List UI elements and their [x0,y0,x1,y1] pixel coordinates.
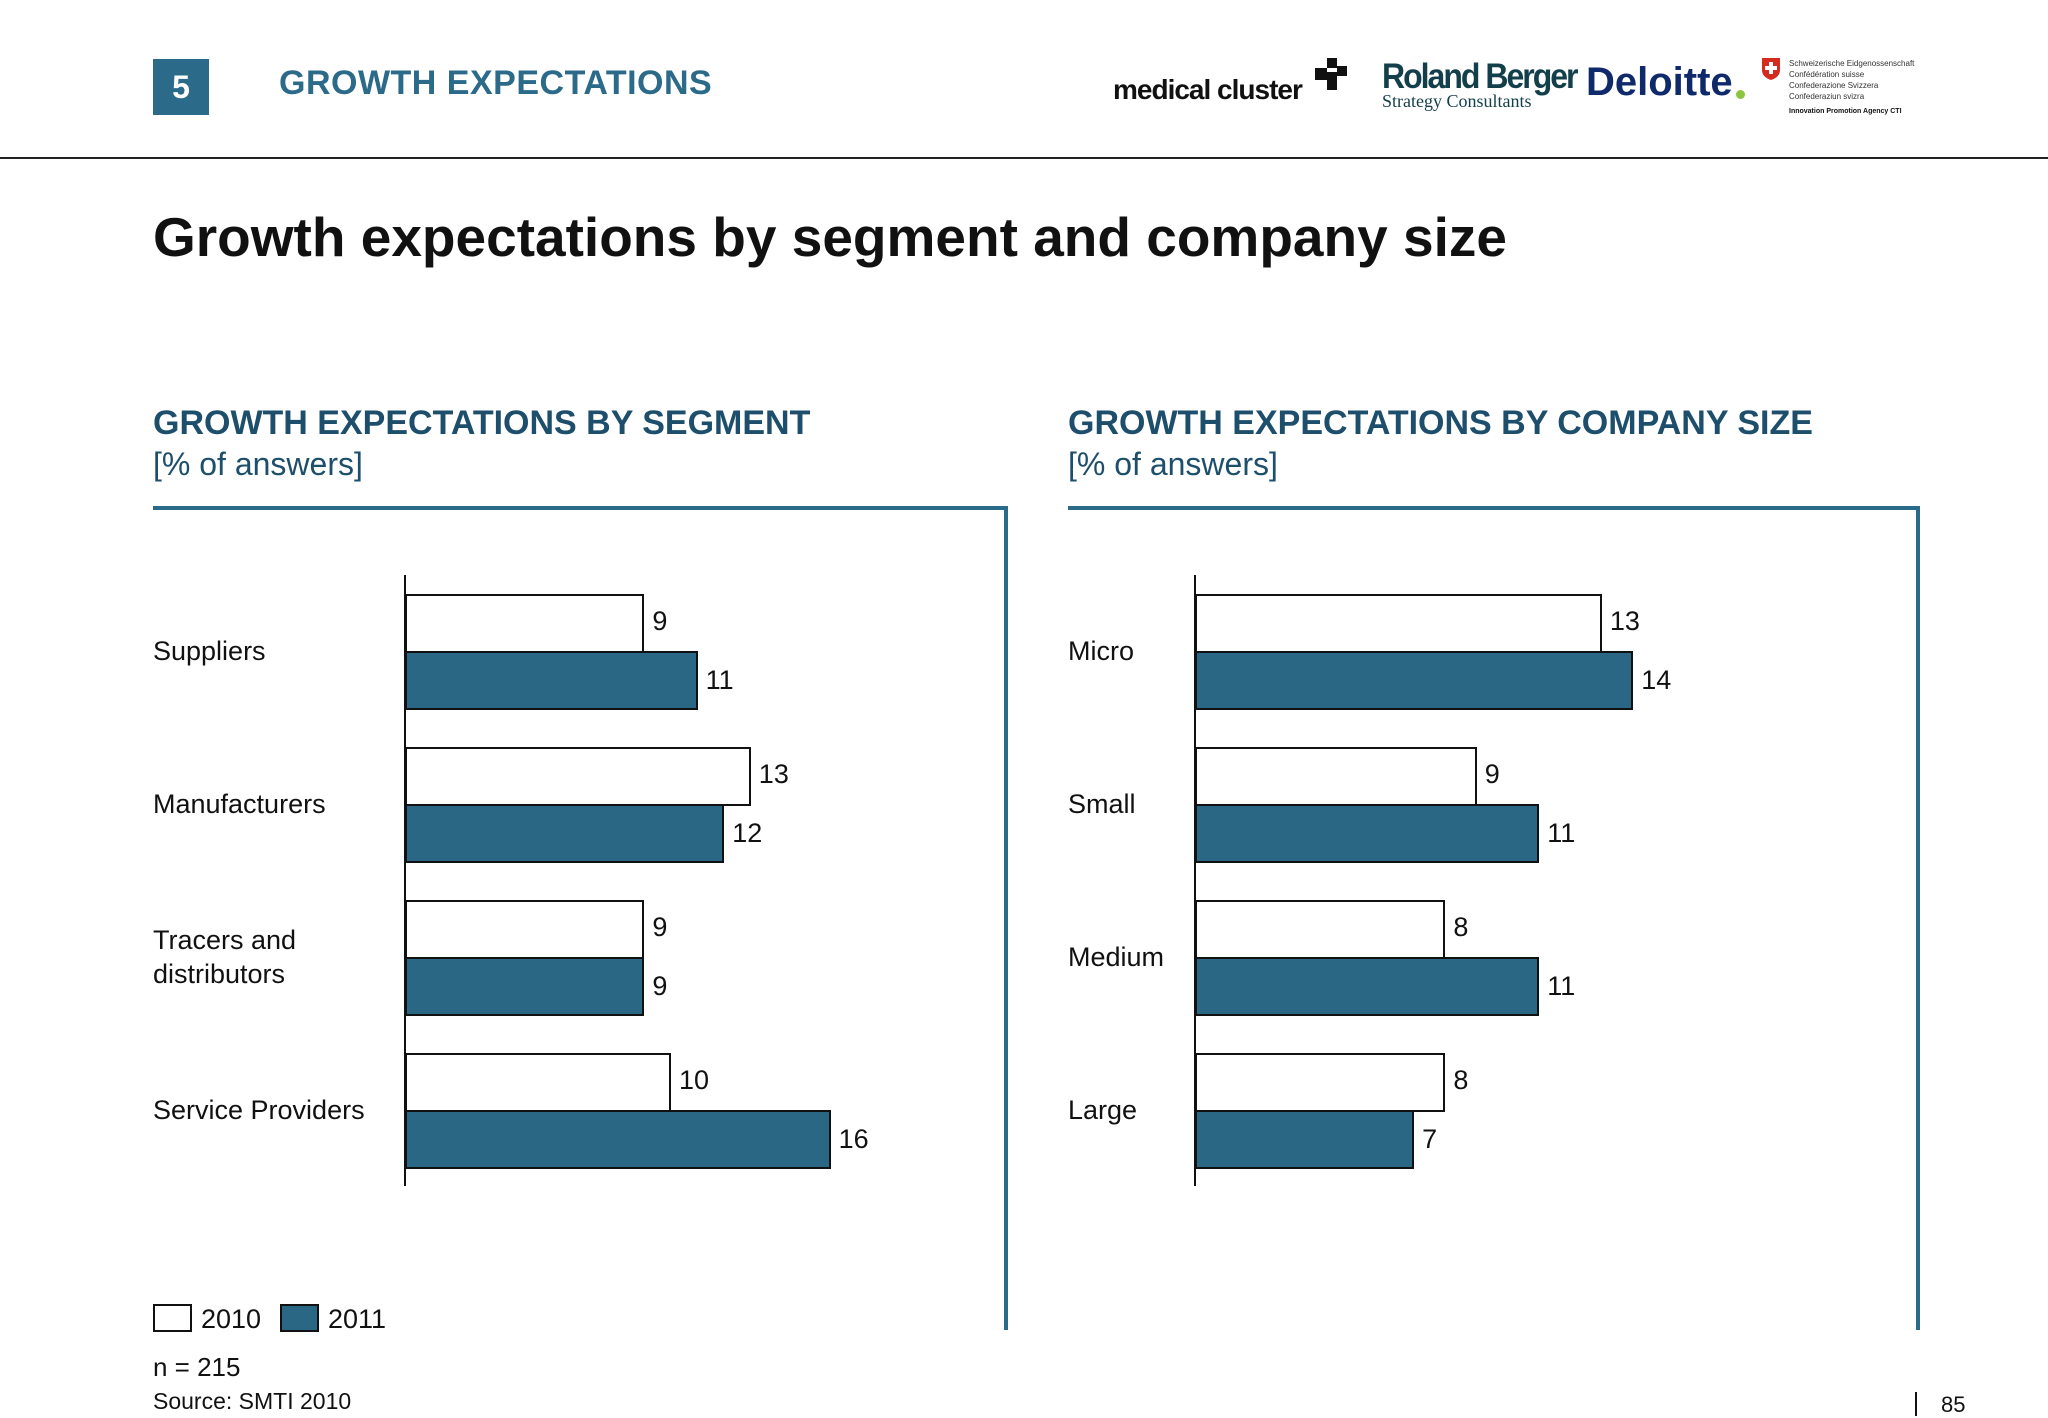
header-divider [0,157,2048,159]
data-label: 7 [1422,1124,1438,1154]
bar-2010 [405,900,645,959]
bar-2011 [1195,804,1540,863]
roland-berger-subtitle: Strategy Consultants [1382,91,1532,111]
bar-2010 [1195,1053,1446,1112]
bar-2011 [405,804,725,863]
data-label: 11 [705,665,734,695]
swiss-line: Confédération suisse [1789,70,1865,79]
chart-title-segment: GROWTH EXPECTATIONS BY SEGMENT [153,404,811,442]
legend-swatch-2010 [153,1304,192,1332]
cti-label: Innovation Promotion Agency CTI [1789,108,1902,115]
data-label: 16 [838,1124,869,1154]
panel-divider [1068,506,1920,510]
chart-unit-size: [% of answers] [1068,446,1278,482]
roland-berger-logo: Roland Berger [1382,56,1578,96]
category-label: Service Providers [153,1095,365,1125]
panel-divider [153,506,1008,510]
data-label: 8 [1453,1065,1469,1095]
data-label: 10 [679,1065,710,1095]
page-number-divider [1915,1392,1917,1416]
swiss-line: Confederazione Svizzera [1789,81,1879,90]
source-note: Source: SMTI 2010 [153,1388,352,1414]
deloitte-logo: Deloitte [1586,60,1733,104]
bar-2011 [405,651,698,710]
data-label: 9 [1484,759,1500,789]
category-label: Manufacturers [153,789,326,819]
legend-label-2011: 2011 [328,1304,387,1334]
chart-title-size: GROWTH EXPECTATIONS BY COMPANY SIZE [1068,404,1813,442]
bar-2011 [405,957,645,1016]
category-label: Small [1068,789,1136,819]
page-title: Growth expectations by segment and compa… [153,206,1507,268]
bar-2010 [1195,747,1477,806]
data-label: 9 [652,912,668,942]
bar-2010 [1195,900,1446,959]
category-label: Large [1068,1095,1138,1125]
deloitte-dot-icon [1736,90,1745,99]
category-label: Micro [1068,636,1134,666]
data-label: 13 [1609,606,1640,636]
legend-label-2010: 2010 [201,1304,262,1334]
data-label: 11 [1547,818,1576,848]
data-label: 8 [1453,912,1469,942]
bar-2010 [405,594,645,653]
data-label: 9 [652,971,668,1001]
section-number: 5 [153,59,209,115]
medical-cluster-logo-icon [1315,58,1347,90]
category-label: Suppliers [153,636,266,666]
category-label: Medium [1068,942,1165,972]
legend-swatch-2011 [280,1304,319,1332]
data-label: 14 [1641,665,1672,695]
bar-2011 [1195,651,1634,710]
data-label: 11 [1547,971,1576,1001]
swiss-line: Schweizerische Eidgenossenschaft [1789,59,1915,68]
bar-2011 [1195,1110,1415,1169]
chart-unit-segment: [% of answers] [153,446,363,482]
swiss-line: Confederaziun svizra [1789,92,1865,101]
y-axis [404,575,406,1186]
data-label: 13 [758,759,789,789]
medical-cluster-logo: medical cluster [1113,74,1303,105]
category-label: Tracers and distributors [153,925,297,989]
swiss-cross-icon [1762,58,1780,80]
bar-2011 [405,1110,831,1169]
panel-divider [1004,506,1008,1330]
sample-size: n = 215 [153,1352,241,1382]
bar-2010 [1195,594,1602,653]
data-label: 12 [732,818,763,848]
bar-2010 [405,747,751,806]
page-number: 85 [1941,1392,1966,1417]
bar-2011 [1195,957,1540,1016]
panel-divider [1916,506,1920,1330]
y-axis [1194,575,1196,1186]
section-title: GROWTH EXPECTATIONS [279,64,713,102]
data-label: 9 [652,606,668,636]
bar-2010 [405,1053,671,1112]
